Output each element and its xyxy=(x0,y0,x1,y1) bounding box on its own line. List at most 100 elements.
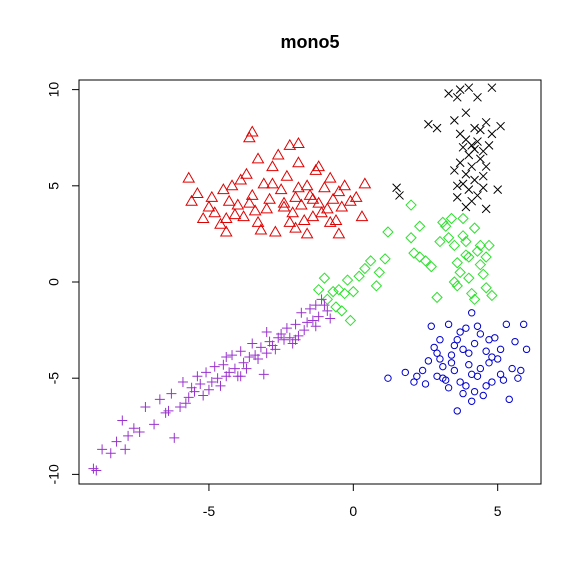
cross-point xyxy=(461,108,471,118)
circle-point xyxy=(436,336,444,344)
circle-point xyxy=(470,339,479,348)
plus-point xyxy=(322,305,333,316)
plus-point xyxy=(313,311,324,322)
plus-point xyxy=(244,352,255,363)
circle-point xyxy=(502,320,511,329)
circle-point xyxy=(499,376,508,384)
triangle-point xyxy=(182,171,196,183)
circle-point xyxy=(488,378,496,386)
cross-point xyxy=(461,169,471,179)
plus-point xyxy=(224,367,235,378)
triangle-point xyxy=(312,196,326,208)
cross-point xyxy=(461,202,471,212)
cross-point xyxy=(478,171,488,181)
triangle-point xyxy=(326,192,340,204)
triangle-point xyxy=(294,198,308,210)
circle-point xyxy=(447,351,456,359)
cross-point xyxy=(467,162,477,171)
circle-point xyxy=(462,382,470,390)
plus-point xyxy=(284,332,295,343)
cross-point xyxy=(487,129,497,139)
circle-point xyxy=(459,389,467,398)
diamond-point xyxy=(460,235,472,248)
x-tick-label: 0 xyxy=(349,503,357,519)
triangle-point xyxy=(289,221,302,233)
diamond-point xyxy=(379,253,391,265)
triangle-point xyxy=(292,181,305,193)
circle-point xyxy=(468,309,476,317)
diamond-point xyxy=(477,268,489,281)
triangle-point xyxy=(297,213,311,225)
circle-point xyxy=(511,337,519,346)
diamond-point xyxy=(373,266,386,279)
cross-point xyxy=(464,83,474,93)
circle-point xyxy=(401,368,409,377)
circle-point xyxy=(482,382,490,390)
triangle-point xyxy=(205,190,219,202)
triangle-point xyxy=(280,169,294,181)
plus-point xyxy=(221,352,232,363)
circle-point xyxy=(482,347,490,355)
circle-point xyxy=(450,341,459,350)
triangle-point xyxy=(286,206,300,218)
triangle-point xyxy=(225,179,239,191)
circle-point xyxy=(514,374,522,382)
plus-point xyxy=(299,325,310,336)
cross-point xyxy=(481,204,491,214)
plot-frame xyxy=(78,79,542,485)
cross-point xyxy=(455,85,465,94)
diamond-point xyxy=(437,216,449,229)
plus-point xyxy=(209,361,220,372)
circle-point xyxy=(485,336,493,344)
diamond-point xyxy=(425,260,437,273)
plus-point xyxy=(290,334,301,345)
plus-point xyxy=(310,321,321,332)
triangle-point xyxy=(222,194,236,206)
triangle-point xyxy=(245,188,259,200)
triangle-point xyxy=(268,225,282,237)
triangle-point xyxy=(283,215,297,227)
circle-point xyxy=(424,357,433,365)
circle-point xyxy=(496,370,505,379)
plus-point xyxy=(180,398,191,409)
cross-point xyxy=(458,142,468,152)
cross-point xyxy=(473,92,482,102)
circle-point xyxy=(496,345,505,354)
x-tick-label: 5 xyxy=(494,503,502,519)
triangle-point xyxy=(271,148,285,160)
plus-point xyxy=(241,363,252,374)
plus-point xyxy=(261,327,272,338)
diamond-point xyxy=(414,220,426,232)
circle-point xyxy=(427,322,435,330)
diamond-point xyxy=(333,283,345,296)
cross-point xyxy=(450,166,459,175)
circle-point xyxy=(444,384,453,392)
cross-point xyxy=(476,154,485,164)
circle-point xyxy=(439,362,447,371)
triangle-point xyxy=(292,136,305,148)
plus-point xyxy=(267,340,278,351)
circle-point xyxy=(508,364,516,373)
circle-point xyxy=(421,380,430,388)
diamond-point xyxy=(431,291,443,304)
diamond-point xyxy=(408,247,420,259)
plus-point xyxy=(163,405,174,416)
diamond-point xyxy=(382,226,394,238)
triangle-point xyxy=(349,190,363,202)
circle-point xyxy=(444,320,453,329)
triangle-point xyxy=(335,200,349,212)
plus-point xyxy=(261,348,272,359)
triangle-point xyxy=(254,223,268,235)
triangle-point xyxy=(266,160,279,172)
triangle-point xyxy=(251,152,265,164)
diamond-point xyxy=(463,272,475,284)
cross-point xyxy=(467,141,477,150)
circle-point xyxy=(485,359,493,367)
plus-point xyxy=(154,394,165,405)
cross-point xyxy=(452,181,462,191)
triangle-point xyxy=(332,227,346,239)
triangle-point xyxy=(277,196,291,208)
y-tick-label: 5 xyxy=(46,182,62,190)
plus-point xyxy=(140,402,151,413)
y-tick-label: -5 xyxy=(46,372,62,385)
